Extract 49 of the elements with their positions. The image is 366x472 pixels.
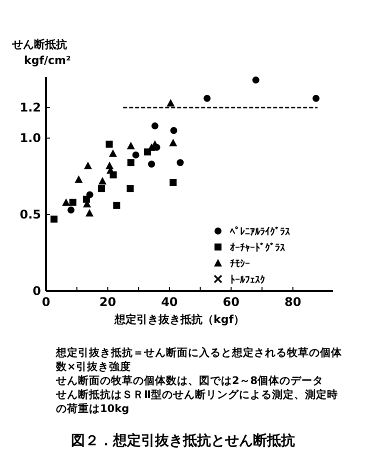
point [98, 176, 106, 184]
point [67, 206, 74, 214]
legend-label: ﾄｰﾙﾌｪｽｸ [230, 274, 265, 286]
point [151, 122, 158, 130]
y-tick-label: 1.2 [20, 100, 41, 115]
y-tick-label: 0.5 [20, 208, 41, 222]
point [252, 76, 260, 84]
point [166, 98, 175, 106]
point [312, 94, 320, 102]
point [86, 191, 94, 198]
point [113, 202, 120, 209]
point [148, 160, 156, 168]
x-axis-title: 想定引き抜き抵抗（kgf） [114, 313, 244, 326]
point [176, 159, 184, 166]
y-axis-title: せん断抵抗 kgf/cm² [11, 38, 71, 67]
legend-label: ﾁﾓｼｰ [230, 258, 250, 270]
point [69, 198, 76, 206]
point [204, 94, 211, 102]
text: 図２．想定引抜き抵抗とせん断抵抗 [70, 432, 296, 450]
point [127, 159, 134, 166]
point [132, 151, 140, 158]
point [170, 127, 178, 134]
x-tick-label: 80 [284, 295, 302, 309]
point [126, 185, 134, 192]
x-tick-label: 40 [161, 295, 178, 309]
point [50, 216, 58, 223]
point [62, 198, 70, 206]
point [86, 209, 94, 217]
point [74, 175, 83, 183]
x-tick-label: 0 [42, 295, 50, 309]
point [84, 162, 92, 170]
point [110, 171, 117, 178]
legend-label: ｵｰﾁｬｰﾄﾞｸﾞﾗｽ [230, 242, 285, 254]
point [170, 178, 177, 186]
point [126, 142, 135, 150]
text: せん断面の牧草の個体数は、図では2～8個体のデータ [56, 374, 325, 388]
point [108, 149, 117, 157]
y-tick-label: 1.0 [20, 131, 41, 146]
text: せん断抵抗はＳＲⅡ型のせん断リングによる測定、測定時の荷重は10kg [56, 388, 339, 416]
legend-label: ﾍﾟﾚﾆｱﾙﾗｲｸﾞﾗｽ [230, 226, 290, 238]
point [106, 140, 113, 148]
point [98, 185, 106, 192]
x-tick-label: 60 [222, 295, 240, 309]
x-tick-label: 20 [99, 295, 116, 309]
point [153, 144, 160, 151]
point [144, 148, 152, 156]
y-tick-label: 0 [32, 284, 41, 298]
text: 想定引抜き抵抗＝せん断面に入ると想定される牧草の個体数×引抜き強度 [56, 346, 343, 374]
point [169, 138, 178, 146]
